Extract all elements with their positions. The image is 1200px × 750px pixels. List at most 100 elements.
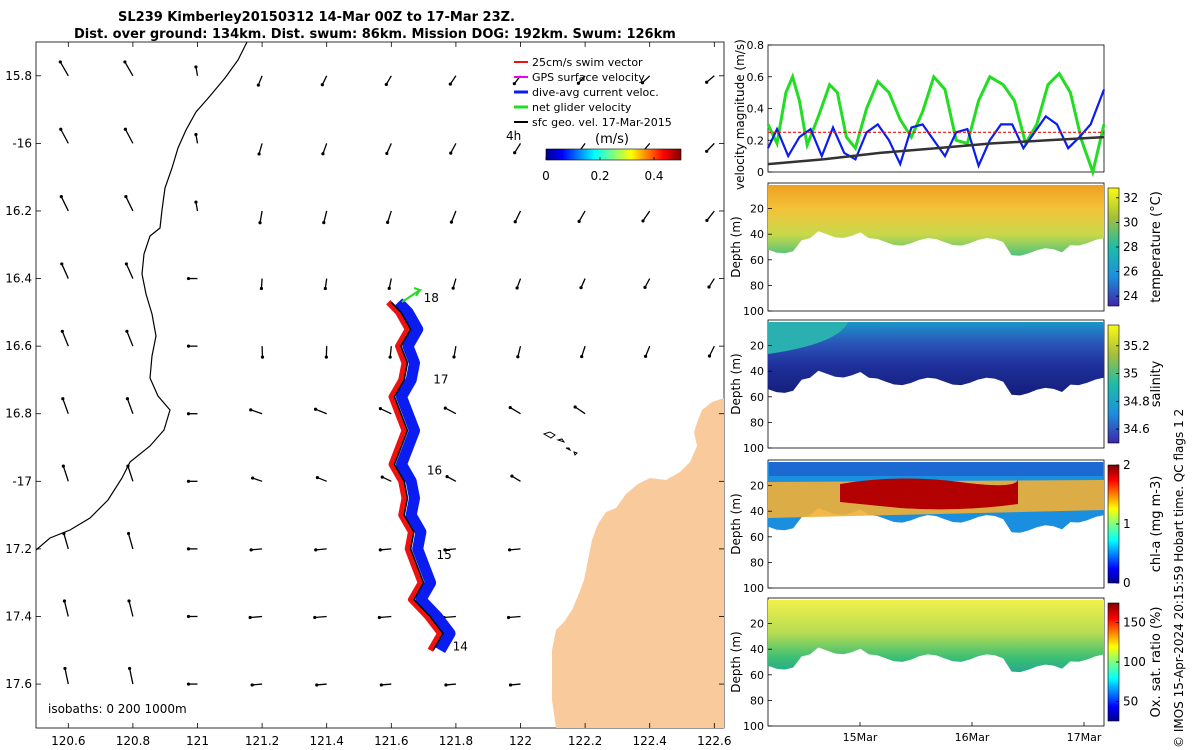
geo-arrow <box>444 548 456 551</box>
geo-arrow <box>250 615 263 619</box>
geo-arrow <box>445 683 456 686</box>
velocity-y-axis: 0 0.2 0.4 0.6 0.8 <box>747 39 772 179</box>
geo-arrow-head <box>320 83 324 87</box>
geo-arrow-head <box>313 615 317 620</box>
colorbar-tick-label: 2 <box>1123 458 1131 472</box>
time-tick-label: 16Mar <box>955 731 990 744</box>
day-label: 14 <box>453 639 468 653</box>
oxygen-ylabel: Depth (m) <box>729 631 743 692</box>
geo-arrow-head <box>314 548 318 552</box>
geo-arrow <box>706 75 715 83</box>
map-y-tick-label: 16.4 <box>5 272 32 286</box>
depth-tick-label: 80 <box>750 694 764 707</box>
geo-arrow <box>128 600 134 617</box>
colorbar-tick-label: 35.2 <box>1123 339 1150 353</box>
geo-arrow <box>62 465 69 482</box>
geo-arrow <box>706 142 715 152</box>
geo-arrow-head <box>249 548 253 552</box>
legend-gps: GPS surface velocity <box>532 71 645 84</box>
geo-arrow-head <box>577 219 581 223</box>
geo-arrow-head <box>516 355 520 359</box>
geo-arrow-head <box>443 406 447 410</box>
salinity-field <box>768 322 1104 396</box>
map-y-tick-label: 16.8 <box>5 407 32 421</box>
geo-arrow <box>388 278 392 289</box>
depth-tick-label: 60 <box>750 391 764 404</box>
geo-arrow <box>452 278 457 289</box>
depth-tick-label: 80 <box>750 416 764 429</box>
geo-arrow <box>125 196 134 212</box>
geo-arrow <box>61 263 69 279</box>
day-label: 17 <box>433 372 448 386</box>
velocity-series <box>766 71 1106 178</box>
islands <box>542 431 578 456</box>
geo-arrow-head <box>324 355 328 359</box>
chl-max-layer <box>840 478 1019 510</box>
depth-tick-label: 100 <box>743 582 764 595</box>
geo-arrow <box>63 533 69 550</box>
depth-tick-label: 20 <box>750 203 764 216</box>
geo-arrow <box>251 548 263 551</box>
geo-arrow <box>62 398 69 414</box>
velocity-y-tick-label: 0 <box>757 166 764 179</box>
colorbar-tick-label: 34.6 <box>1123 422 1150 436</box>
geo-arrow <box>124 61 134 77</box>
temperature-colorbar-label: temperature (°C) <box>1149 191 1164 303</box>
colorbar-tick-label: 1 <box>1123 517 1131 531</box>
geo-arrow-head <box>186 344 191 348</box>
colorbar-extra-label: 4h <box>506 129 521 143</box>
legend-sfc-geo: sfc geo. vel. 17-Mar-2015 <box>532 116 672 129</box>
geo-arrow <box>578 210 586 222</box>
geo-arrow <box>126 398 134 414</box>
colorbar-tick-label: 24 <box>1123 289 1138 303</box>
geo-arrow <box>386 210 392 223</box>
geo-arrow-head <box>452 355 456 359</box>
geo-arrow <box>511 475 521 482</box>
geo-arrow-head <box>124 194 128 199</box>
geo-arrow-head <box>640 81 645 85</box>
geo-arrow-head <box>573 405 577 409</box>
geo-arrow-head <box>60 329 64 333</box>
geo-arrow <box>322 143 328 154</box>
geo-arrow-head <box>385 151 389 156</box>
geo-arrow-head <box>127 666 132 671</box>
panel-oxygen: 20 40 60 80 100 Depth (m) 50 100 150 Ox. sat. rat… <box>729 597 1164 733</box>
time-tick-label: 17Mar <box>1067 731 1102 744</box>
map-legend: 25cm/s swim vector GPS surface velocity … <box>506 56 672 147</box>
geo-arrow-head <box>388 355 392 359</box>
time-axis: 15Mar 16Mar 17Mar <box>843 722 1102 744</box>
geo-arrow-head <box>384 82 388 87</box>
depth-tick-label: 40 <box>750 228 764 241</box>
geo-arrow <box>644 278 651 288</box>
isobaths-label: isobaths: 0 200 1000m <box>48 702 187 716</box>
colorbar-tick-label: 0 <box>1123 576 1131 590</box>
salinity-ylabel: Depth (m) <box>729 353 743 414</box>
geo-arrow-head <box>643 354 648 358</box>
geo-arrow-head <box>380 475 384 479</box>
geo-arrow-head <box>186 547 191 551</box>
geo-arrow-head <box>123 60 127 64</box>
geo-arrow-head <box>707 354 712 358</box>
geo-arrow-head <box>58 60 62 64</box>
geo-arrow <box>60 196 69 212</box>
geo-arrow <box>126 331 134 347</box>
geo-arrow <box>577 75 586 84</box>
geo-arrow-head <box>508 405 512 410</box>
geo-arrow-head <box>322 221 326 225</box>
map-y-tick-label: -16 <box>12 136 32 150</box>
map-x-tick-label: 121 <box>186 734 209 748</box>
geo-arrow-head <box>443 548 447 552</box>
geo-arrow-head <box>61 464 65 468</box>
velocity-series-line <box>767 135 1105 166</box>
geo-arrow-head <box>250 683 254 687</box>
geo-arrow <box>449 75 457 85</box>
map-y-axis: 15.8 -16 16.2 16.4 16.6 16.8 -17 17.2 17.4 17.6 <box>5 69 724 691</box>
geo-arrow <box>445 407 457 415</box>
geo-arrow <box>257 75 263 86</box>
coastline-isobath <box>36 42 248 551</box>
geo-arrow <box>381 683 392 686</box>
geo-arrow-head <box>257 152 261 156</box>
geo-arrow <box>317 476 327 482</box>
velocity-y-tick-label: 0.8 <box>747 39 765 52</box>
